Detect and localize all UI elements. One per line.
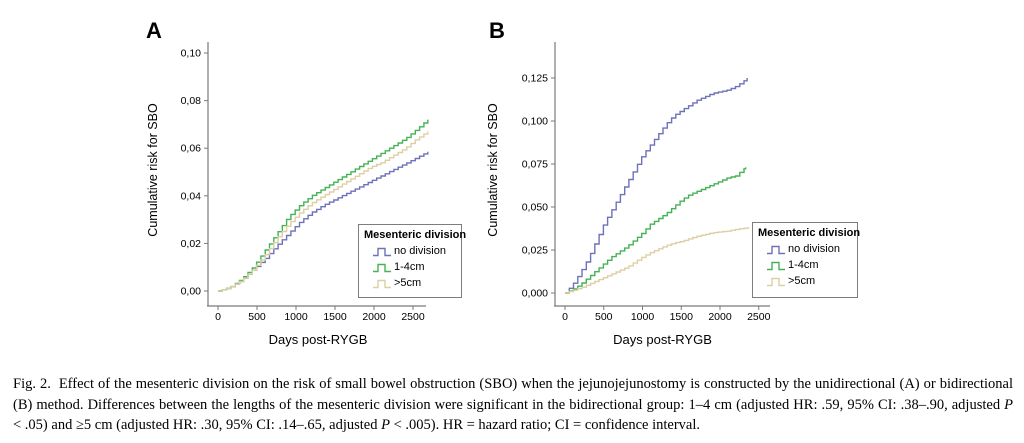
series-1-4cm-line	[218, 119, 429, 292]
panel-b-x-axis-title: Days post-RYGB	[613, 332, 712, 347]
legend-step-line-icon	[767, 245, 785, 254]
x-tick-label: 500	[248, 311, 266, 323]
y-tick-label: 0,025	[522, 245, 548, 257]
panel-b: B Cumulative risk for SBO 0,000 0,025 0,05…	[470, 10, 902, 365]
series-no-division-line	[565, 78, 748, 294]
caption-segment: P	[381, 417, 390, 434]
y-tick-label: 0,125	[522, 73, 548, 85]
y-tick-label: 0,100	[522, 116, 548, 128]
panel-a: A Cumulative risk for SBO 0,00 0,02 0,04 0,…	[130, 10, 475, 365]
series--5cm-line	[218, 131, 429, 292]
panel-a-legend: Mesenteric division no division 1-4cm >5cm	[358, 224, 467, 298]
legend-items: no division 1-4cm >5cm	[359, 243, 461, 291]
legend-item: 1-4cm	[372, 259, 461, 275]
legend-items: no division 1-4cm >5cm	[753, 241, 857, 289]
legend-title: Mesenteric division	[364, 229, 467, 241]
series-1-4cm-line	[565, 167, 747, 294]
caption-segment: < .05) and ≥5 cm (adjusted HR: .30, 95% …	[13, 417, 382, 434]
legend-item-label: 1-4cm	[788, 259, 819, 271]
y-tick-label: 0,08	[181, 95, 202, 107]
x-tick-label: 2500	[401, 311, 425, 323]
panel-b-legend: Mesenteric division no division 1-4cm >5cm	[752, 222, 861, 298]
series--5cm-line	[565, 227, 750, 294]
y-tick-label: 0,10	[181, 48, 202, 60]
x-tick-label: 0	[215, 311, 221, 323]
y-tick-label: 0,000	[522, 288, 548, 300]
panel-a-x-axis-title: Days post-RYGB	[268, 332, 368, 347]
legend-step-line-icon	[767, 277, 785, 286]
y-tick-label: 0,04	[181, 190, 202, 202]
y-tick-label: 0,06	[181, 143, 202, 155]
y-tick-label: 0,02	[181, 238, 202, 250]
legend-step-line-icon	[373, 263, 391, 272]
x-tick-label: 1500	[323, 311, 347, 323]
caption-segment: < .005). HR = hazard ratio; CI = confide…	[389, 417, 700, 434]
legend-item-label: no division	[394, 245, 446, 257]
legend-item-label: >5cm	[394, 277, 422, 289]
legend-step-line-icon	[767, 261, 785, 270]
x-tick-label: 2000	[362, 311, 386, 323]
legend-item: >5cm	[766, 273, 857, 289]
legend-item: no division	[766, 241, 857, 257]
legend-item: >5cm	[372, 275, 461, 291]
panel-a-letter: A	[146, 18, 163, 43]
x-tick-label: 2500	[747, 311, 771, 323]
figure-caption: Fig. 2. Effect of the mesenteric divisio…	[13, 374, 1013, 436]
x-tick-label: 1000	[631, 311, 655, 323]
legend-item-label: >5cm	[788, 275, 816, 287]
legend-item: 1-4cm	[766, 257, 857, 273]
x-tick-label: 2000	[708, 311, 732, 323]
panel-b-letter: B	[489, 18, 506, 43]
legend-title: Mesenteric division	[758, 227, 861, 239]
x-tick-label: 1500	[670, 311, 694, 323]
x-tick-label: 0	[562, 311, 568, 323]
legend-item-label: 1-4cm	[394, 261, 425, 273]
legend-step-line-icon	[373, 279, 391, 288]
y-tick-label: 0,075	[522, 159, 548, 171]
panel-a-plot: 0,00 0,02 0,04 0,06 0,08 0,10 0 500 1000 1500 2000…	[181, 42, 429, 323]
caption-segment: P	[1004, 396, 1013, 413]
legend-item: no division	[372, 243, 461, 259]
legend-step-line-icon	[373, 247, 391, 256]
x-tick-label: 500	[595, 311, 613, 323]
y-tick-label: 0,00	[181, 286, 202, 298]
legend-item-label: no division	[788, 243, 840, 255]
x-tick-label: 1000	[284, 311, 308, 323]
caption-segment: Fig. 2. Effect of the mesenteric divisio…	[13, 376, 1013, 413]
y-tick-label: 0,050	[522, 202, 548, 214]
panel-b-plot: 0,000 0,025 0,050 0,075 0,100 0,125 0 500 1000 15…	[522, 42, 771, 323]
